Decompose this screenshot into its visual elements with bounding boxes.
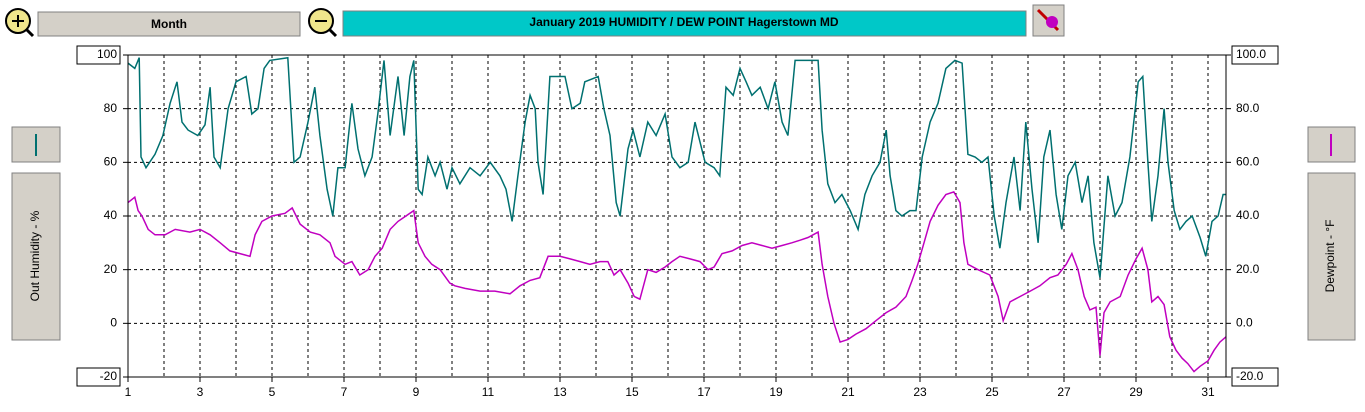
title-bar [342, 10, 1027, 37]
y2-tick-box [1231, 45, 1279, 65]
range-button[interactable] [37, 11, 301, 37]
zoom-in-button[interactable] [5, 8, 35, 38]
y2-tick-label: 20.0 [1236, 262, 1260, 276]
chart-title: January 2019 HUMIDITY / DEW POINT Hagers… [529, 15, 839, 29]
humidity-axis-button[interactable] [11, 172, 61, 341]
zoom-out-button[interactable] [308, 8, 338, 38]
settings-icon[interactable] [1032, 4, 1065, 37]
y2-tick-label: 60.0 [1236, 155, 1260, 169]
x-tick-label: 23 [913, 385, 927, 399]
x-tick-label: 25 [985, 385, 999, 399]
x-tick-label: 13 [553, 385, 567, 399]
y-tick-label: -20 [100, 369, 118, 383]
y2-tick-box [1231, 367, 1279, 387]
dewpoint-axis-button[interactable] [1307, 172, 1356, 341]
x-tick-label: 5 [269, 385, 276, 399]
y-tick-label: 60 [104, 155, 118, 169]
x-tick-label: 19 [769, 385, 783, 399]
y2-tick-label: 0.0 [1236, 316, 1253, 330]
x-tick-label: 9 [413, 385, 420, 399]
y-tick-box [76, 367, 121, 387]
y-tick-box [76, 45, 121, 65]
x-tick-label: 15 [625, 385, 639, 399]
y-tick-label: 20 [104, 262, 118, 276]
x-tick-label: 11 [482, 385, 495, 399]
dewpoint-legend-button[interactable] [1307, 126, 1356, 163]
x-tick-label: 17 [697, 385, 711, 399]
y-axis-label: Out Humidity - % [28, 210, 42, 301]
series-line [127, 56, 1226, 278]
plot-border [127, 54, 1227, 378]
y2-tick-label: 100.0 [1236, 47, 1266, 61]
y2-tick-label: 80.0 [1236, 101, 1260, 115]
y2-tick-label: -20.0 [1236, 369, 1264, 383]
y-tick-label: 0 [110, 316, 117, 330]
x-tick-label: 27 [1057, 385, 1071, 399]
y2-tick-label: 40.0 [1236, 208, 1260, 222]
x-tick-label: 7 [341, 385, 348, 399]
y-tick-label: 100 [97, 47, 117, 61]
x-tick-label: 3 [197, 385, 204, 399]
x-tick-label: 21 [841, 385, 855, 399]
y-tick-label: 80 [104, 101, 118, 115]
y-tick-label: 40 [104, 208, 118, 222]
x-tick-label: 31 [1201, 385, 1215, 399]
x-tick-label: 1 [125, 385, 132, 399]
range-button-label[interactable]: Month [151, 17, 187, 31]
x-tick-label: 29 [1129, 385, 1143, 399]
series-line [127, 190, 1227, 373]
y2-axis-label: Dewpoint - °F [1323, 220, 1337, 293]
